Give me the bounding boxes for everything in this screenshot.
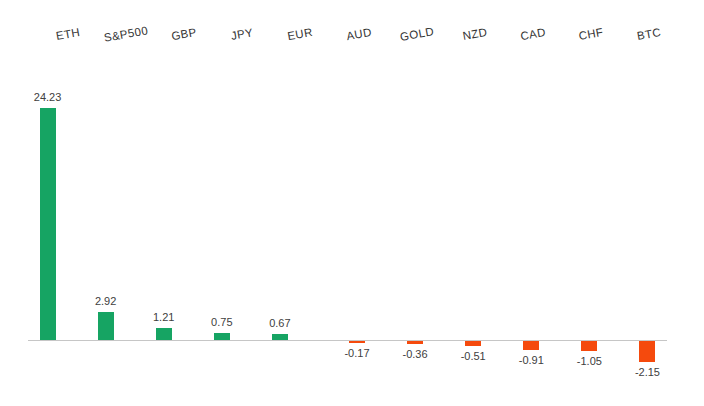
value-label-eur: 0.67: [248, 317, 312, 329]
bar-aud: [349, 341, 365, 343]
value-label-jpy: 0.75: [190, 316, 254, 328]
value-label-gold: -0.36: [383, 348, 447, 360]
value-label-gbp: 1.21: [132, 311, 196, 323]
bar-sp500: [98, 312, 114, 340]
value-label-nzd: -0.51: [441, 350, 505, 362]
x-axis-line: [28, 340, 667, 341]
value-label-chf: -1.05: [557, 355, 621, 367]
bar-gold: [407, 341, 423, 344]
bar-jpy: [214, 333, 230, 340]
bar-gbp: [156, 328, 172, 340]
bar-eth: [40, 108, 56, 340]
value-label-cad: -0.91: [499, 354, 563, 366]
value-label-sp500: 2.92: [74, 295, 138, 307]
value-label-aud: -0.17: [325, 347, 389, 359]
value-label-btc: -2.15: [615, 366, 679, 378]
bar-btc: [639, 341, 655, 362]
bar-nzd: [465, 341, 481, 346]
bar-eur: [272, 334, 288, 340]
bar-chart: ETHS&P500GBPJPYEURAUDGOLDNZDCADCHFBTC 24…: [0, 0, 704, 406]
value-label-eth: 24.23: [16, 91, 80, 103]
bar-chf: [581, 341, 597, 351]
bar-cad: [523, 341, 539, 350]
